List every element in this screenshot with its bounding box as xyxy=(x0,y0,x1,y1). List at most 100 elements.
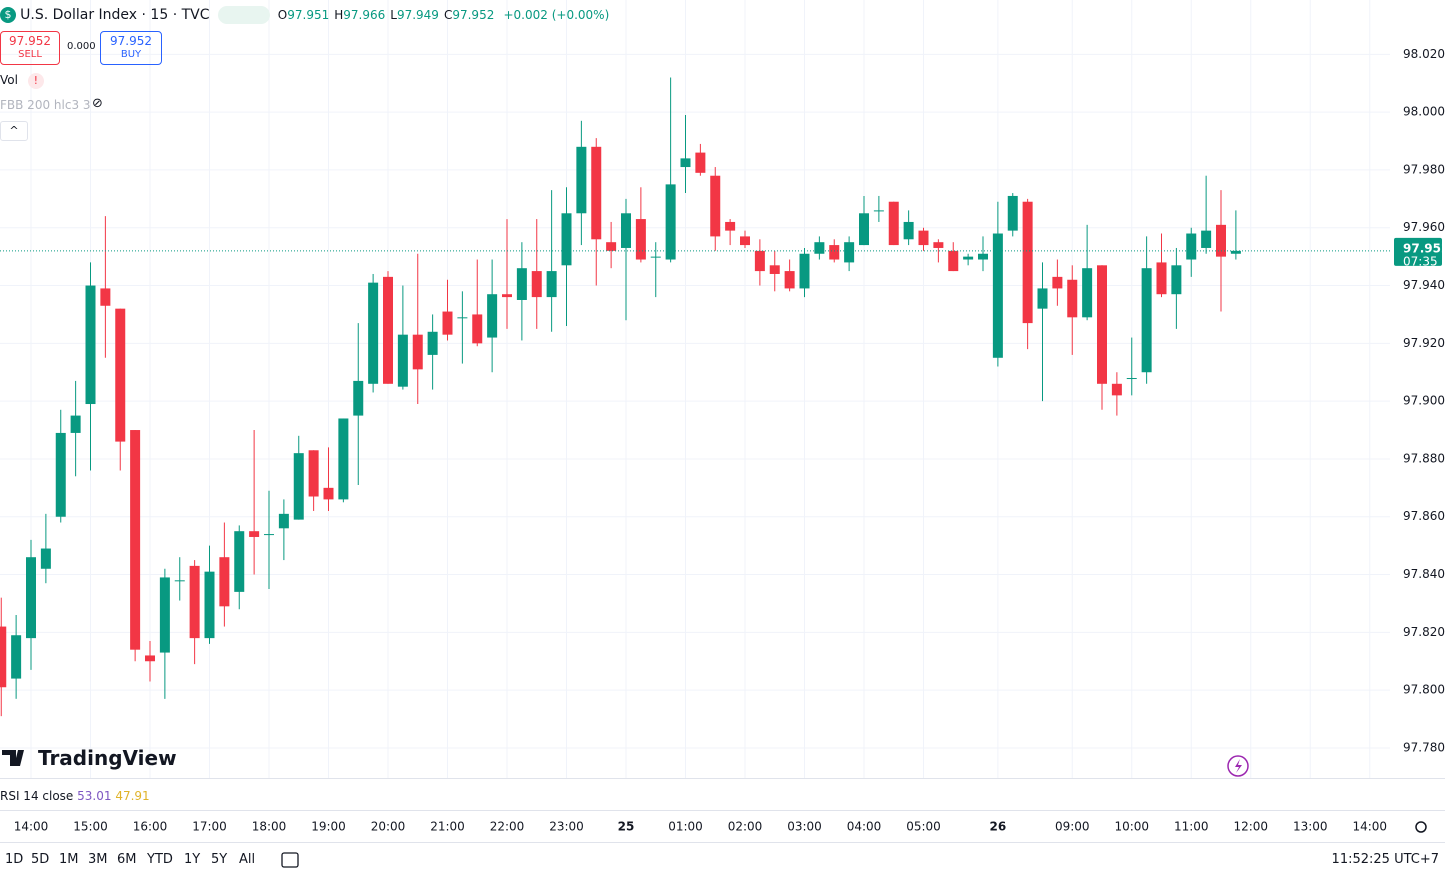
last-price-tag xyxy=(1394,237,1442,266)
candle-body xyxy=(368,282,379,384)
x-tick-label: 26 xyxy=(990,820,1007,834)
y-tick-label: 97.960 xyxy=(1403,220,1445,234)
candle-body xyxy=(1067,279,1078,318)
candle-body xyxy=(70,415,81,433)
candle-body xyxy=(1111,383,1122,396)
candle-body xyxy=(219,557,230,607)
sell-price: 97.952 xyxy=(9,34,51,48)
collapse-button[interactable]: ^ xyxy=(0,121,28,141)
candle-body xyxy=(145,655,155,662)
range-button[interactable]: 6M xyxy=(117,852,137,867)
y-tick-label: 98.000 xyxy=(1403,105,1445,119)
range-button[interactable]: 1M xyxy=(59,852,79,867)
candle-body xyxy=(442,311,453,335)
x-tick-label: 23:00 xyxy=(549,820,584,834)
x-tick-label: 01:00 xyxy=(668,820,703,834)
candle-body xyxy=(621,213,631,248)
candle-body xyxy=(55,432,66,517)
candle-body xyxy=(1022,201,1033,324)
candle-body xyxy=(1156,262,1167,295)
volume-warning[interactable]: ! xyxy=(27,73,44,89)
candle-body xyxy=(814,242,825,254)
x-tick-label: 04:00 xyxy=(847,820,882,834)
x-tick-label: 13:00 xyxy=(1293,820,1328,834)
candle-body xyxy=(635,219,646,260)
range-button[interactable]: 1Y xyxy=(184,852,201,867)
sell-button[interactable]: 97.952 SELL xyxy=(0,31,60,65)
range-button[interactable]: 5Y xyxy=(211,852,228,867)
candle-body xyxy=(115,308,126,442)
alert-icon[interactable] xyxy=(1227,755,1249,777)
candle-body xyxy=(859,213,869,246)
candle-body xyxy=(293,453,304,520)
volume-text: Vol xyxy=(0,73,18,87)
clock[interactable]: 11:52:25 UTC+7 xyxy=(1331,852,1439,867)
candle-body xyxy=(754,250,765,272)
candle-body xyxy=(85,285,96,405)
candle-body xyxy=(1126,378,1137,380)
logo-mark xyxy=(2,750,24,766)
hidden-icon[interactable]: ⊘ xyxy=(92,96,103,111)
x-tick-label: 16:00 xyxy=(133,820,168,834)
y-tick-label: 97.980 xyxy=(1403,162,1445,176)
rsi-legend: RSI 14 close 53.01 47.91 xyxy=(0,789,150,803)
grid xyxy=(0,0,1390,778)
x-tick-label: 22:00 xyxy=(490,820,525,834)
date-range-icon[interactable] xyxy=(281,852,299,868)
ohlc: O97.951 H97.966 L97.949 C97.952 xyxy=(278,8,500,22)
candle-body xyxy=(234,531,245,592)
candle-body xyxy=(457,317,468,319)
candle-body xyxy=(963,256,974,260)
candle-body xyxy=(1082,268,1093,318)
x-tick-label: 17:00 xyxy=(192,820,227,834)
range-button[interactable]: YTD xyxy=(147,852,173,867)
candle-body xyxy=(710,175,721,237)
ohlc-label: H xyxy=(334,8,344,22)
range-button[interactable]: 1D xyxy=(5,852,24,867)
candle-body xyxy=(249,531,260,537)
y-tick-label: 97.800 xyxy=(1403,683,1445,697)
candle-body xyxy=(799,253,810,289)
ohlc-label: L xyxy=(390,8,397,22)
candle-body xyxy=(1097,265,1107,384)
y-tick-label: 97.820 xyxy=(1403,625,1445,639)
x-tick-label: 18:00 xyxy=(252,820,287,834)
range-button[interactable]: 3M xyxy=(88,852,108,867)
axes: 97.780 97.800 97.820 97.840 97.860 97.880 97.9… xyxy=(14,47,1445,834)
settings-icon[interactable] xyxy=(1415,821,1427,833)
spread: 0.000 xyxy=(67,41,96,52)
x-tick-label: 05:00 xyxy=(906,820,941,834)
candle-body xyxy=(1037,288,1048,309)
buy-button[interactable]: 97.952 BUY xyxy=(100,31,162,65)
ohlc-label: C xyxy=(443,8,453,22)
fbb-label: FBB 200 hlc3 3 xyxy=(0,98,91,112)
ohlc-value: 97.966 xyxy=(343,8,386,22)
candle-body xyxy=(903,221,914,240)
candle-body xyxy=(769,265,780,274)
candle-body xyxy=(725,221,736,231)
candle-body xyxy=(383,276,393,384)
x-tick-label: 02:00 xyxy=(728,820,763,834)
symbol[interactable]: U.S. Dollar Index · 15 · TVC xyxy=(20,7,210,23)
candle-body xyxy=(888,201,899,246)
y-tick-label: 97.920 xyxy=(1403,336,1445,350)
y-tick-label: 97.900 xyxy=(1403,394,1445,408)
x-tick-label: 19:00 xyxy=(311,820,346,834)
candle-body xyxy=(130,430,141,650)
x-tick-label: 09:00 xyxy=(1055,820,1090,834)
range-button[interactable]: 5D xyxy=(31,852,50,867)
candle-body xyxy=(427,331,438,355)
candle-body xyxy=(516,268,527,300)
candle-body xyxy=(487,294,498,338)
candle-body xyxy=(695,152,706,173)
buy-price: 97.952 xyxy=(110,34,152,48)
candle-body xyxy=(1141,268,1152,373)
x-tick-label: 15:00 xyxy=(73,820,108,834)
candle-body xyxy=(933,242,944,248)
range-button[interactable]: All xyxy=(239,852,256,867)
candle-body xyxy=(502,294,512,298)
ohlc-value: 97.952 xyxy=(452,8,495,22)
candle-body xyxy=(740,236,750,246)
